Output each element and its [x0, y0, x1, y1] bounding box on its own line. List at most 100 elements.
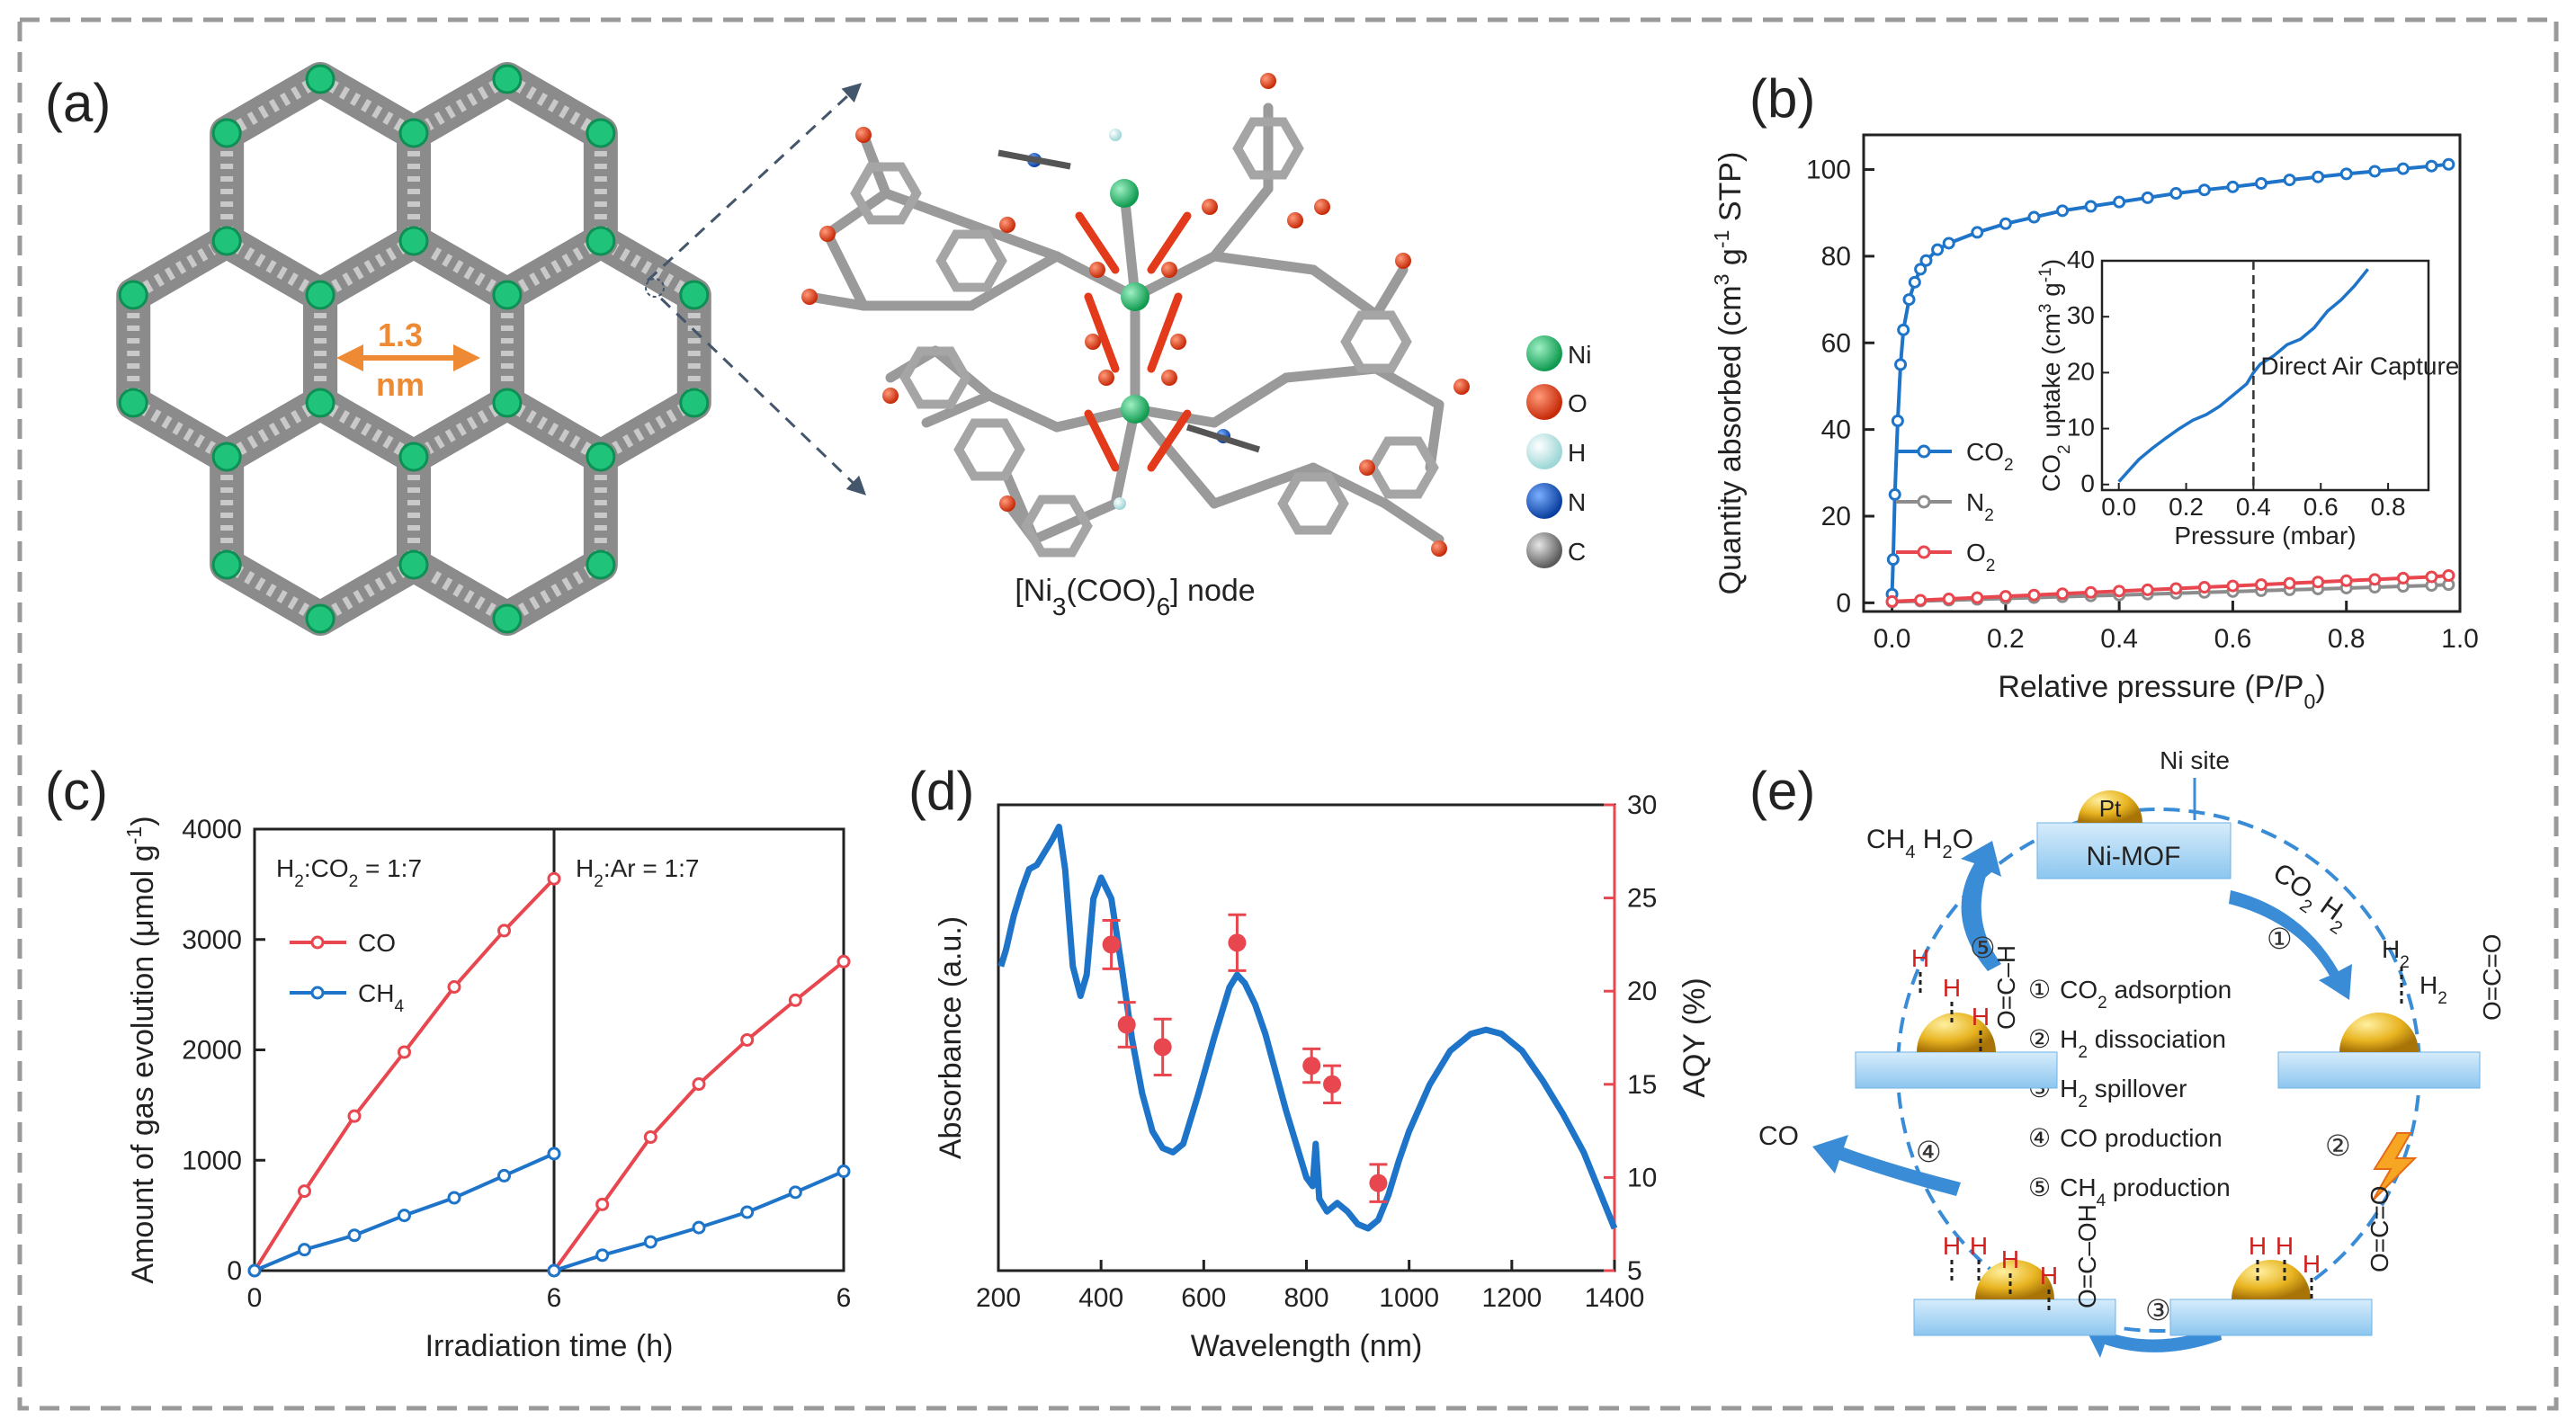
aqy-point	[1369, 1174, 1388, 1192]
site-bottom-left-pt-particle	[1975, 1260, 2054, 1299]
bond	[1380, 498, 1445, 545]
data-point-CH4	[347, 1228, 362, 1243]
zoom-line-top	[646, 83, 863, 282]
site-left-slab	[1855, 1051, 2058, 1089]
x-tick-label: 1200	[1481, 1283, 1542, 1313]
ni-node-cluster	[305, 603, 335, 634]
legend-ni-sphere	[1526, 335, 1562, 371]
subplot-title: H2:Ar = 1:7	[576, 854, 699, 891]
ni-o-bond	[1075, 211, 1120, 274]
oxygen-atom	[1161, 262, 1177, 278]
oxygen-atom	[999, 495, 1015, 512]
ni-atom	[1121, 395, 1149, 424]
data-point-O2	[2283, 576, 2296, 590]
inset-y-tick-label: 0	[2080, 469, 2095, 497]
y-axis-label: Quantity absorbed (cm3 g-1 STP)	[1710, 152, 1748, 595]
bond	[804, 291, 869, 311]
pt-particle	[2078, 790, 2142, 823]
panel-b: (b) 0.0 0.2 0.4 0.6 0.8 1.0020406080100Relati…	[1710, 68, 2479, 713]
h-atom: H	[2303, 1250, 2321, 1278]
h-atom: H	[2040, 1262, 2058, 1290]
data-point-CO	[347, 1109, 362, 1123]
data-point-CO2	[2084, 200, 2097, 213]
right-y-tick-label: 10	[1627, 1163, 1657, 1192]
data-point-CH4	[643, 1235, 657, 1249]
data-point-O2	[2226, 579, 2240, 593]
y-tick-label: 80	[1821, 242, 1851, 272]
legend-marker-CH4	[310, 986, 325, 1000]
data-point-O2	[2339, 574, 2353, 587]
legend-marker-O2	[1917, 545, 1931, 559]
oxygen-atom	[1287, 212, 1303, 228]
ni-node-cluster	[211, 118, 242, 148]
data-point-O2	[2056, 587, 2069, 601]
ni-node-cluster	[305, 388, 335, 418]
co2-molecule: O=C=O	[2366, 1186, 2393, 1272]
panel-c-letter: (c)	[45, 761, 108, 821]
x-tick-label: 6	[836, 1283, 852, 1313]
y-tick-label: 3000	[182, 925, 242, 955]
pore-size-unit: nm	[376, 366, 425, 403]
h-atom: H	[1943, 1232, 1961, 1260]
gas-evolution-chart: 0 1000 2000 3000 4000 0 6 6 Irradiation time (h)…	[122, 815, 851, 1363]
legend-marker-N2	[1917, 495, 1931, 509]
benzene-ring	[935, 229, 1007, 292]
atom-legend: Ni O H N C	[1526, 335, 1591, 568]
pt-label: Pt	[2099, 795, 2122, 822]
data-point-CH4	[692, 1220, 706, 1235]
co-output-label: CO	[1758, 1121, 1799, 1151]
oxygen-atom	[1161, 370, 1177, 386]
data-point-CO2	[1897, 323, 1910, 336]
data-point-CO2	[1902, 293, 1916, 307]
h-atom: H	[1972, 1003, 1990, 1031]
aqy-point	[1323, 1075, 1342, 1093]
node-caption: [Ni3(COO)6] node	[1015, 574, 1255, 620]
y-tick-label: 40	[1821, 415, 1851, 445]
arrow-num-5: ⑤	[1970, 932, 1996, 964]
panel-b-letter: (b)	[1749, 68, 1815, 129]
legend-label-CO: CO	[358, 929, 396, 957]
x-tick-label: 200	[976, 1283, 1021, 1313]
ni-node-cluster	[398, 118, 429, 148]
aqy-point	[1153, 1038, 1172, 1057]
data-point-O2	[2027, 588, 2041, 602]
data-point-CO2	[1942, 237, 1955, 250]
bond	[822, 228, 869, 311]
data-point-O2	[2425, 570, 2438, 584]
ni-o-bond	[1147, 409, 1192, 472]
ni-node-cluster	[211, 549, 242, 580]
data-point-CO2	[2312, 170, 2325, 183]
arrow-co-release	[1812, 1135, 1961, 1196]
data-point-CO2	[2027, 210, 2041, 224]
y-tick-label: 4000	[182, 815, 242, 844]
oxygen-atom	[855, 127, 872, 143]
legend-label-N2: N2	[1966, 488, 1994, 525]
right-y-tick-label: 15	[1627, 1070, 1657, 1100]
y-tick-label: 100	[1806, 156, 1851, 185]
legend-n-sphere	[1526, 483, 1562, 519]
data-point-CH4	[595, 1248, 610, 1263]
site-bottom-right-pt-particle	[2232, 1260, 2311, 1299]
dac-annotation: Direct Air Capture	[2260, 353, 2459, 380]
data-point-O2	[1885, 594, 1899, 608]
step-3: ③H2 spillover	[2028, 1075, 2187, 1111]
data-point-CO	[398, 1045, 411, 1059]
panel-a-letter: (a)	[45, 73, 111, 133]
step-1: ① CO2 adsorption	[2028, 976, 2232, 1013]
data-point-CO2	[1999, 217, 2012, 230]
data-point-CO2	[2113, 195, 2126, 209]
aqy-point	[1102, 935, 1121, 954]
step-2: ② H2 dissociation	[2028, 1025, 2226, 1062]
inset-x-tick-label: 0.0	[2101, 493, 2136, 521]
data-point-CO	[497, 924, 511, 938]
legend-h-label: H	[1568, 439, 1586, 467]
panel-a: (a) 1.3 nm [Ni3(COO)6] node Ni O H N C	[45, 62, 1591, 636]
ni-node-cluster	[398, 549, 429, 580]
legend-c-sphere	[1526, 532, 1562, 568]
y-tick-label: 60	[1821, 328, 1851, 358]
bond	[1130, 251, 1220, 302]
x-tick-label: 0.6	[2214, 624, 2252, 654]
ni-node-cluster	[118, 388, 148, 418]
